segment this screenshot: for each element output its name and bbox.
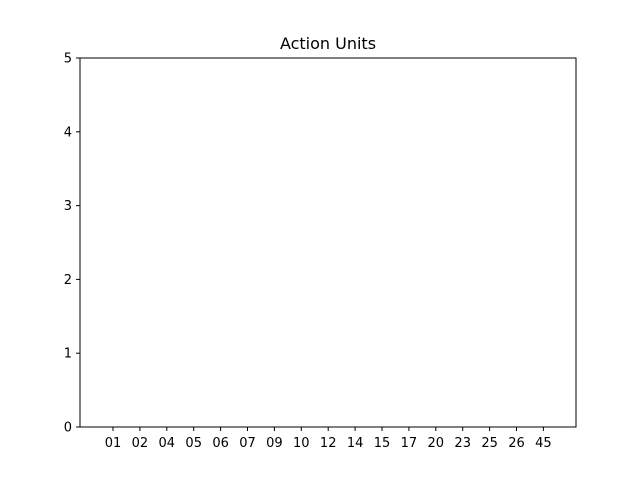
y-tick-label: 4 xyxy=(64,125,72,140)
x-tick-label: 17 xyxy=(401,436,418,451)
x-tick-label: 45 xyxy=(535,436,552,451)
x-tick-label: 10 xyxy=(293,436,310,451)
plot-area xyxy=(79,57,577,428)
y-tick-label: 1 xyxy=(64,347,72,362)
y-tick-label: 2 xyxy=(64,273,72,288)
x-tick-label: 05 xyxy=(185,436,202,451)
x-tick-label: 04 xyxy=(159,436,176,451)
x-tick-label: 14 xyxy=(347,436,364,451)
y-tick-label: 5 xyxy=(64,52,72,67)
x-tick-label: 09 xyxy=(266,436,283,451)
chart-title: Action Units xyxy=(280,34,376,53)
x-tick-label: 26 xyxy=(508,436,525,451)
x-tick-label: 07 xyxy=(239,436,256,451)
x-tick-label: 23 xyxy=(454,436,471,451)
y-axis: 0 1 2 3 4 5 xyxy=(64,52,80,436)
x-tick-label: 15 xyxy=(374,436,391,451)
x-axis: 01 02 04 05 06 07 09 10 12 14 15 17 20 23 25 26 45 xyxy=(105,427,552,451)
x-tick-label: 06 xyxy=(212,436,229,451)
x-tick-label: 01 xyxy=(105,436,122,451)
x-tick-label: 25 xyxy=(481,436,498,451)
x-tick-label: 12 xyxy=(320,436,337,451)
x-tick-label: 02 xyxy=(132,436,149,451)
y-tick-label: 3 xyxy=(64,199,72,214)
y-tick-label: 0 xyxy=(64,421,72,436)
x-tick-label: 20 xyxy=(428,436,445,451)
